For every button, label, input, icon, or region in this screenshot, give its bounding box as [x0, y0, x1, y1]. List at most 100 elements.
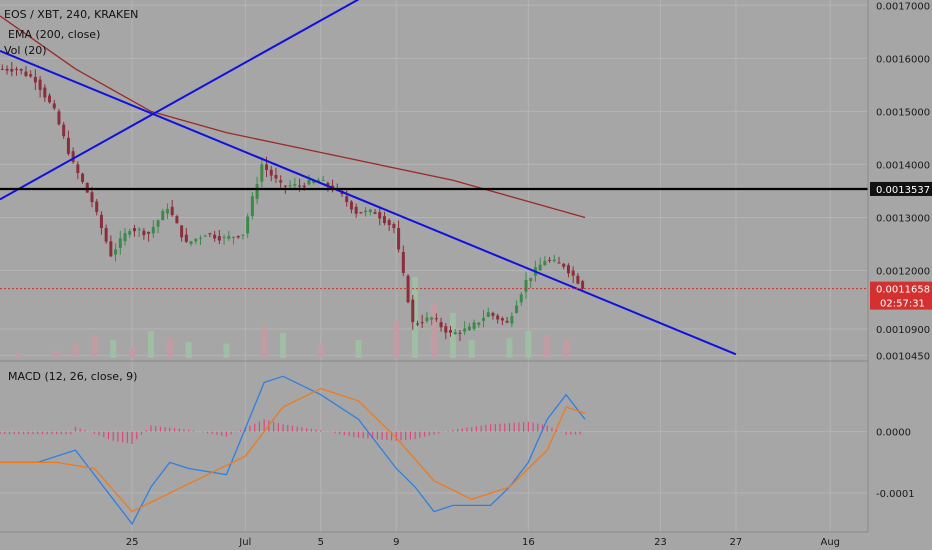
candle-body — [316, 180, 320, 182]
candle-body — [62, 124, 66, 137]
time-axis[interactable]: 25 Jul 5 9 16 23 27 Aug — [126, 537, 840, 548]
volume-bar — [185, 341, 192, 358]
candle-body — [392, 224, 396, 229]
volume-bar — [449, 313, 456, 358]
candle-body — [142, 230, 146, 236]
time-tick-label: 25 — [126, 537, 139, 548]
candle-body — [321, 180, 325, 182]
candle-body — [217, 236, 221, 241]
volume-bar — [15, 353, 22, 358]
candle-body — [81, 173, 85, 183]
macd-axis[interactable]: 0.0000 -0.0001 — [876, 428, 915, 500]
candle-body — [123, 233, 127, 242]
volume-bar — [280, 332, 287, 358]
candle-body — [227, 235, 231, 239]
candle-body — [128, 231, 132, 235]
volume-bar — [563, 340, 570, 358]
time-tick-label: Jul — [238, 537, 251, 548]
candle-body — [439, 322, 443, 328]
candle-body — [444, 326, 448, 333]
candle-body — [453, 332, 457, 335]
candle-body — [345, 196, 349, 203]
candle-body — [66, 137, 70, 154]
candle-body — [90, 192, 94, 203]
candle-body — [420, 322, 424, 324]
candle-body — [156, 220, 160, 227]
price-axis[interactable]: 0.0017000 0.0016000 0.0015000 0.0014000 0.00… — [876, 1, 930, 362]
volume-bar — [72, 344, 79, 358]
candle-body — [368, 209, 372, 213]
candle-body — [208, 233, 212, 235]
ema-legend[interactable]: EMA (200, close) — [8, 28, 100, 41]
volume-legend[interactable]: Vol (20) — [4, 44, 47, 57]
candle-body — [109, 241, 113, 257]
volume-bar — [166, 338, 173, 358]
chart-symbol-title[interactable]: EOS / XBT, 240, KRAKEN — [4, 8, 138, 21]
trendline — [0, 0, 360, 201]
candle-body — [99, 214, 103, 229]
volume-bar — [506, 338, 513, 358]
volume-bar — [110, 340, 117, 358]
candle-body — [265, 164, 269, 170]
candle-body — [566, 265, 570, 274]
candle-body — [326, 182, 330, 187]
candle-body — [510, 316, 514, 324]
price-tick-label: 0.0013000 — [876, 213, 930, 224]
price-tick-label: 0.0010900 — [876, 325, 930, 336]
candle-body — [43, 87, 47, 98]
candle-body — [477, 322, 481, 325]
candle-body — [33, 76, 37, 83]
candle-body — [260, 164, 264, 182]
candle-body — [500, 318, 504, 321]
time-tick-label: 23 — [654, 537, 667, 548]
candle-body — [529, 277, 533, 282]
candle-body — [170, 206, 174, 216]
candle-body — [71, 151, 75, 162]
candle-body — [449, 330, 453, 333]
candle-body — [85, 182, 89, 193]
candle-body — [10, 68, 14, 72]
candle-body — [378, 212, 382, 219]
candle-body — [184, 234, 188, 242]
candle-body — [147, 232, 151, 234]
candle-body — [137, 229, 141, 231]
price-tick-label: 0.0016000 — [876, 54, 930, 65]
price-tick-label: 0.0012000 — [876, 266, 930, 277]
candle-body — [491, 312, 495, 316]
candle-body — [279, 180, 283, 183]
macd-legend[interactable]: MACD (12, 26, close, 9) — [8, 370, 137, 383]
candle-body — [387, 220, 391, 226]
candle-body — [515, 305, 519, 313]
candle-body — [255, 184, 259, 199]
candle-body — [543, 261, 547, 266]
candle-body — [576, 275, 580, 284]
candle-body — [151, 227, 155, 234]
candle-body — [312, 180, 316, 183]
trendlines[interactable] — [0, 0, 737, 356]
volume-bar — [147, 331, 154, 358]
macd-tick-label: 0.0000 — [876, 428, 911, 439]
volume-bar — [468, 340, 475, 358]
candle-body — [203, 235, 207, 237]
candle-body — [52, 103, 56, 109]
candle-body — [29, 74, 33, 77]
volume-bar — [91, 335, 98, 358]
candle-body — [283, 185, 287, 187]
candle-body — [505, 320, 509, 323]
candle-body — [571, 270, 575, 276]
time-tick-label: 27 — [730, 537, 743, 548]
volume-bar — [412, 277, 419, 358]
last-price-tag-text: 0.0011658 — [876, 285, 930, 296]
volume-bars — [15, 277, 570, 358]
price-tick-label: 0.0014000 — [876, 160, 930, 171]
candle-body — [401, 251, 405, 273]
candle-body — [161, 210, 165, 221]
time-tick-label: Aug — [820, 537, 840, 548]
volume-bar — [544, 335, 551, 358]
candle-body — [104, 228, 108, 242]
price-tick-label: 0.0017000 — [876, 1, 930, 12]
candle-body — [274, 175, 278, 179]
candle-body — [557, 262, 561, 264]
